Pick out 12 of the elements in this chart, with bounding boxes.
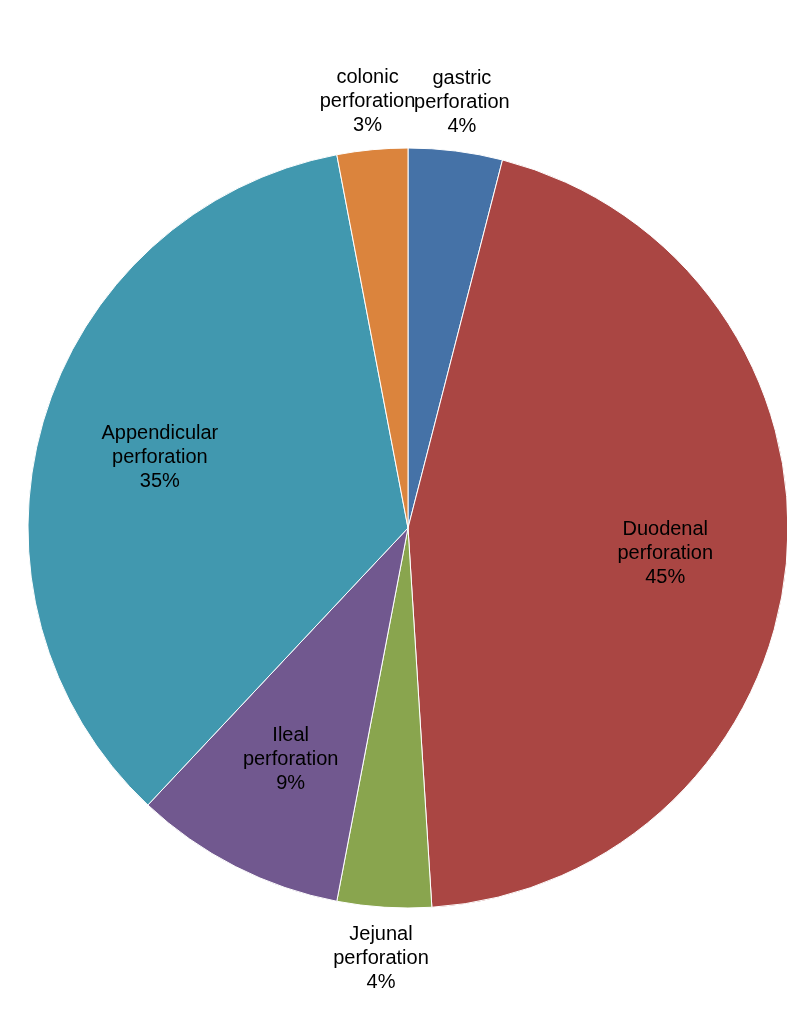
slice-label: Appendicular perforation — [101, 420, 219, 467]
slice-label: Duodenal perforation — [617, 517, 714, 564]
data-label: 45% — [645, 565, 686, 588]
data-label: 3% — [353, 112, 383, 135]
data-label: 4% — [447, 114, 477, 137]
slice-label: Ileal perforation — [242, 723, 339, 770]
slice-label: gastric perforation — [414, 66, 510, 113]
slice-label: Jejunal perforation — [333, 922, 429, 969]
slice-label: colonic perforation — [319, 64, 416, 111]
data-label: 35% — [139, 468, 181, 491]
data-label: 4% — [366, 970, 396, 993]
data-label: 9% — [276, 771, 306, 794]
